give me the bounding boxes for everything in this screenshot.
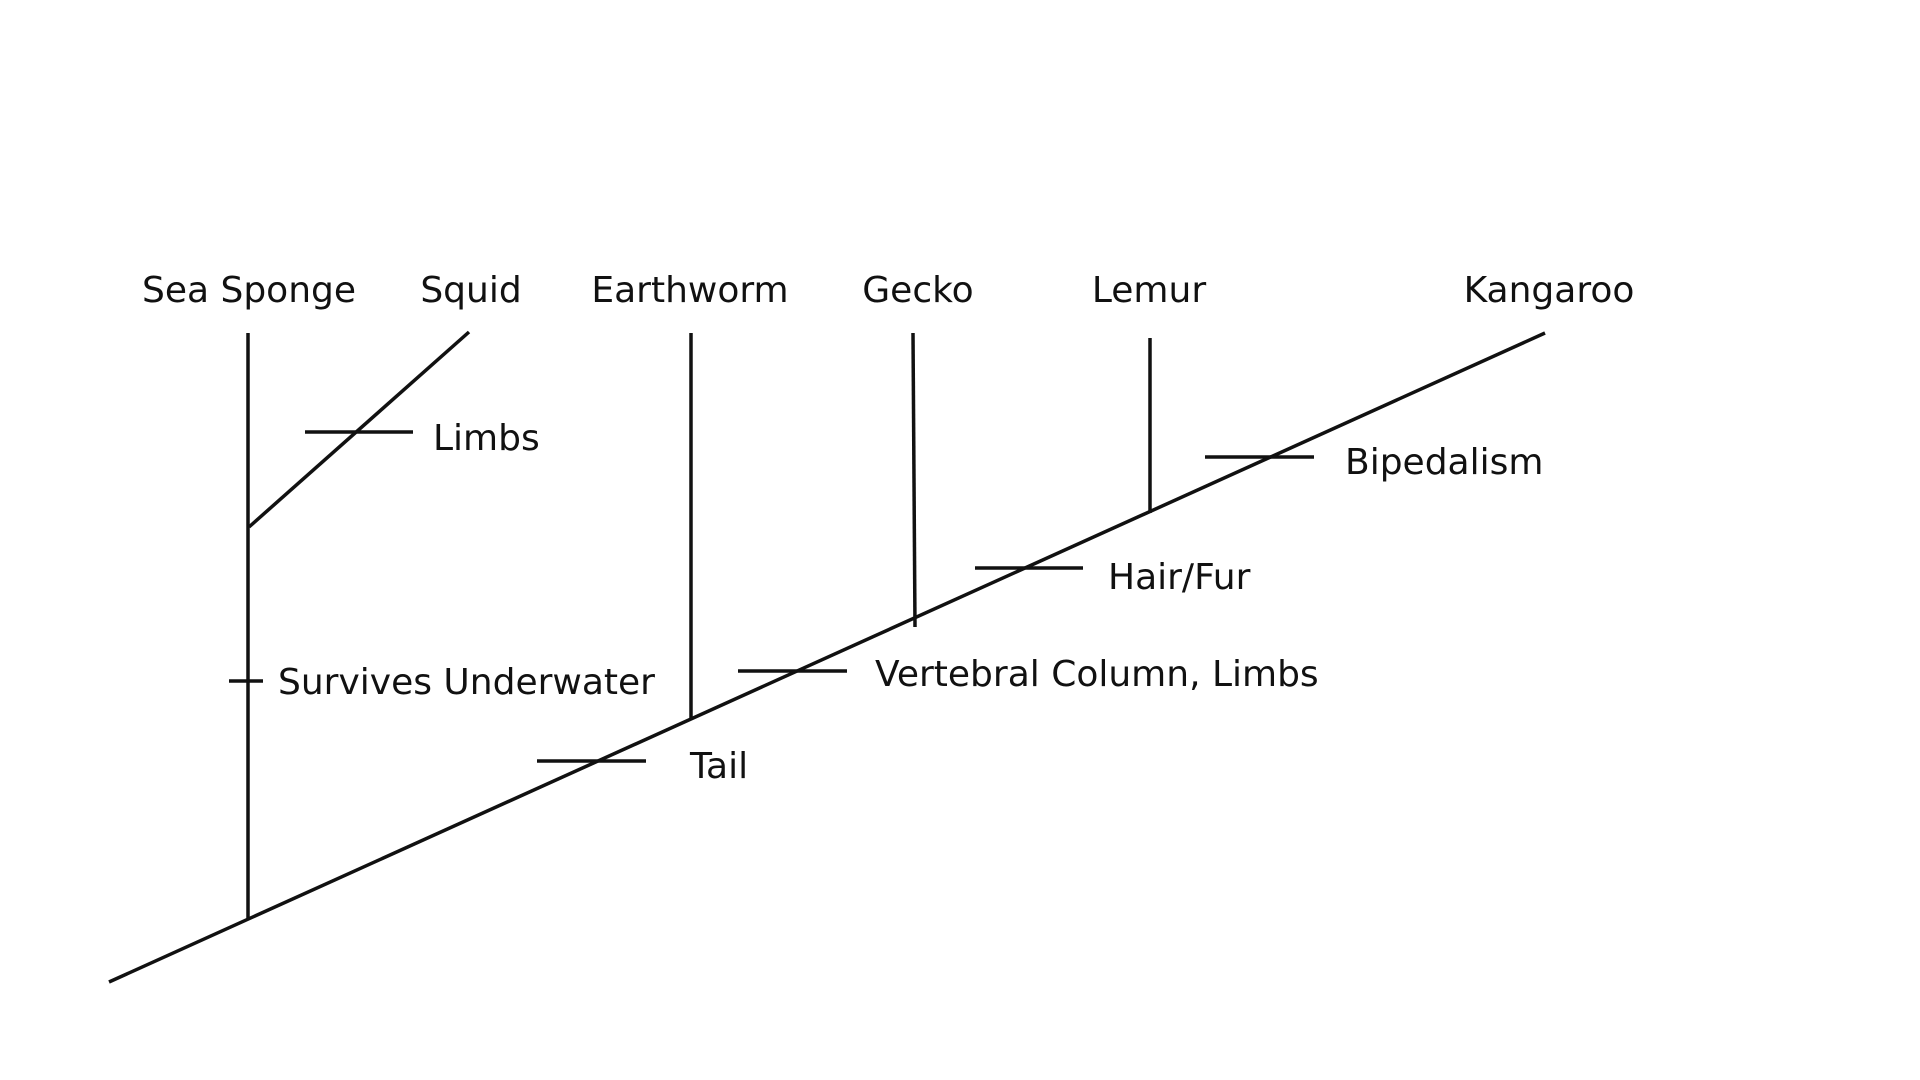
taxon-label-kangaroo: Kangaroo — [1464, 270, 1635, 311]
taxon-label-earthworm: Earthworm — [591, 270, 788, 311]
trait-label-tail: Tail — [689, 746, 748, 787]
trait-label-limbs: Limbs — [433, 418, 540, 459]
trait-label-vertebral-column-limbs: Vertebral Column, Limbs — [875, 654, 1319, 695]
taxon-label-squid: Squid — [420, 270, 521, 311]
trait-label-survives-underwater: Survives Underwater — [278, 662, 655, 703]
main-trunk-line — [108, 331, 1546, 984]
branch-gecko — [911, 332, 917, 628]
trait-label-hair-fur: Hair/Fur — [1108, 557, 1251, 598]
taxon-label-sea-sponge: Sea Sponge — [142, 270, 356, 311]
taxon-label-gecko: Gecko — [862, 270, 973, 311]
taxon-label-lemur: Lemur — [1092, 270, 1206, 311]
trait-label-bipedalism: Bipedalism — [1345, 442, 1543, 483]
branch-squid — [247, 330, 471, 529]
